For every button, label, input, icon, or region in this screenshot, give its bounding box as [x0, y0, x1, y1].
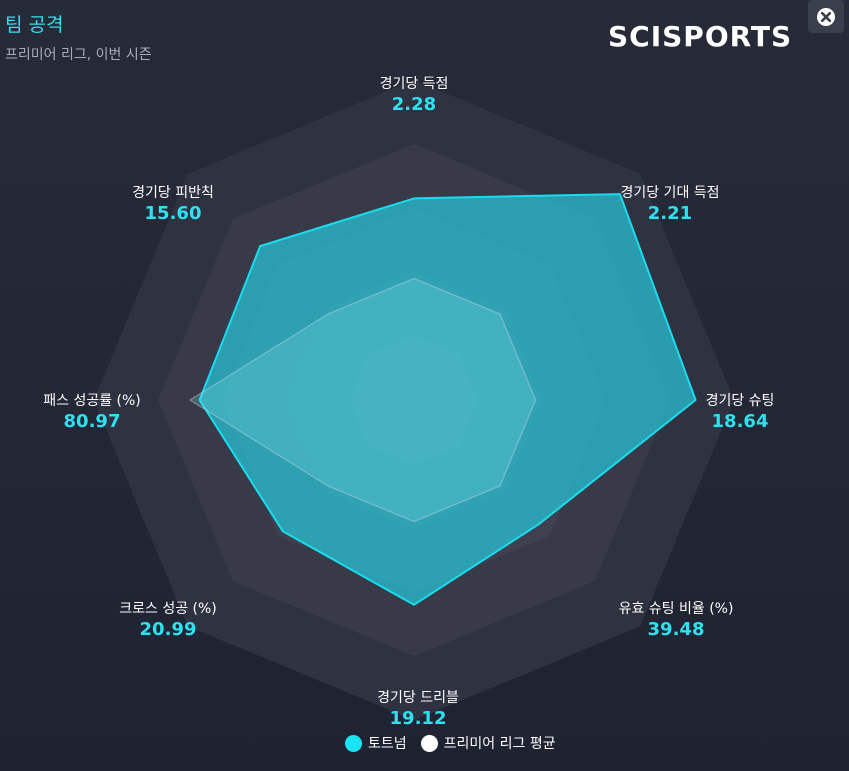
axis-label: 패스 성공률 (%) — [43, 393, 141, 409]
axis-label: 유효 슈팅 비율 (%) — [619, 601, 734, 617]
legend: 토트넘 프리미어 리그 평균 — [345, 732, 562, 754]
close-icon — [817, 7, 835, 26]
axis-label: 경기당 드리블 — [377, 690, 459, 706]
axis-label: 경기당 슈팅 — [706, 393, 775, 409]
series-league-area — [188, 277, 537, 523]
legend-league-swatch — [420, 734, 438, 752]
legend-item-team[interactable]: 토트넘 — [345, 733, 407, 753]
legend-league-label: 프리미어 리그 평균 — [443, 736, 556, 752]
axis-value: 20.99 — [140, 619, 197, 640]
close-button[interactable] — [808, 0, 844, 33]
legend-item-league[interactable]: 프리미어 리그 평균 — [420, 733, 556, 753]
axis-value: 19.12 — [390, 708, 447, 729]
axis-value: 15.60 — [145, 203, 202, 224]
axis-value: 80.97 — [64, 411, 121, 432]
axis-label: 경기당 득점 — [380, 76, 449, 92]
series-team-area — [198, 193, 697, 606]
axis-value: 39.48 — [648, 619, 705, 640]
axis-value: 18.64 — [712, 411, 769, 432]
axis-value: 2.21 — [648, 203, 692, 224]
chart-subtitle: 프리미어 리그, 이번 시즌 — [5, 47, 152, 63]
legend-team-swatch — [345, 734, 362, 752]
axis-value: 2.28 — [392, 94, 436, 115]
scisports-logo: SCISPORTS — [608, 20, 793, 53]
axis-label: 경기당 피반칙 — [132, 185, 214, 201]
chart-title: 팀 공격 — [5, 14, 64, 36]
legend-team-label: 토트넘 — [368, 736, 407, 752]
axis-label: 경기당 기대 득점 — [620, 185, 719, 201]
axis-label: 크로스 성공 (%) — [119, 601, 217, 617]
